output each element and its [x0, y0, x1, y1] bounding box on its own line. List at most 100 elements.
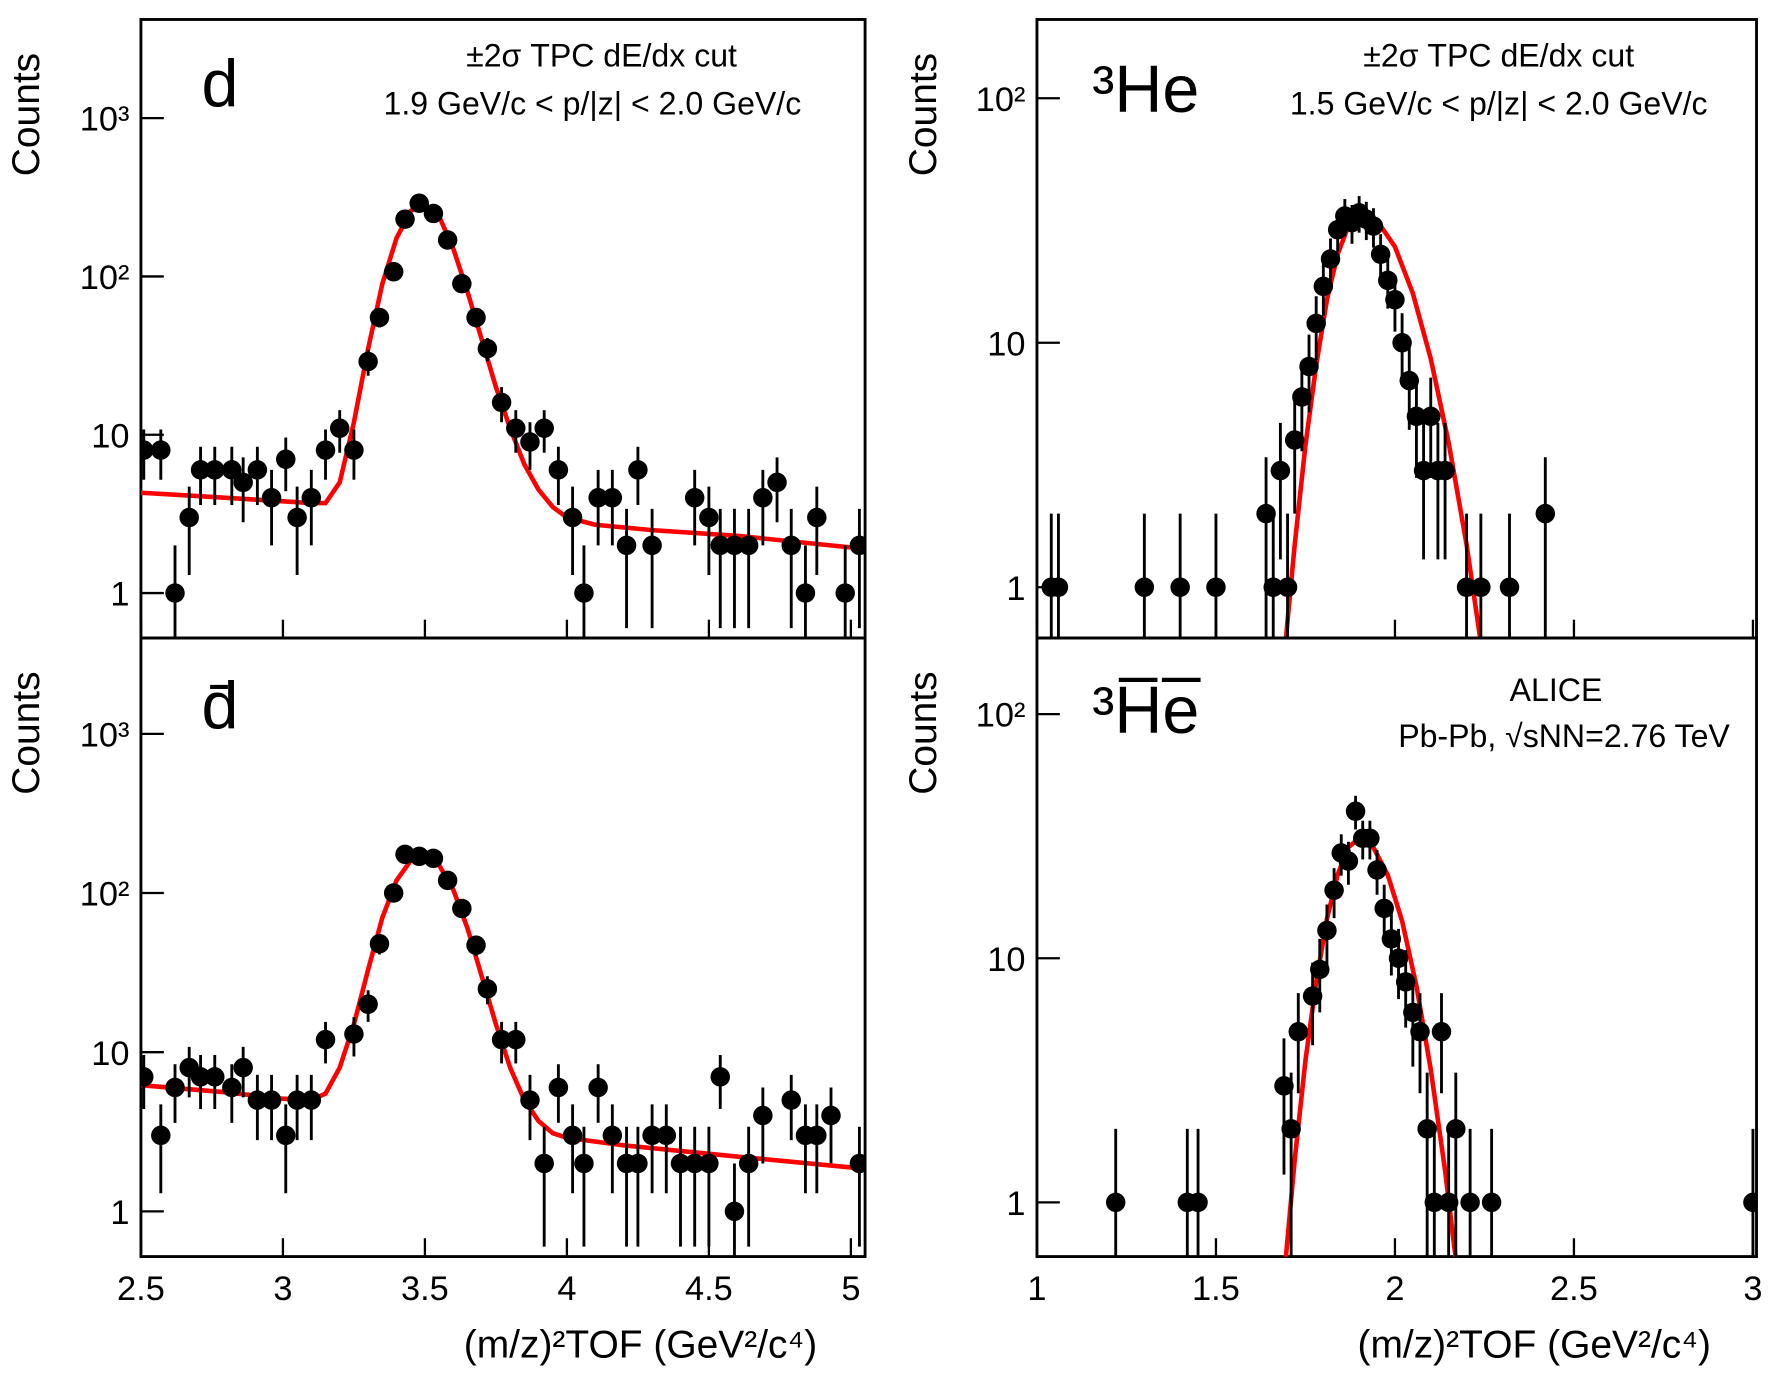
- data-point: [165, 583, 185, 603]
- data-point: [1284, 430, 1305, 450]
- x-tick-label: 3: [273, 1270, 292, 1308]
- data-point: [1385, 289, 1405, 310]
- data-point: [710, 535, 730, 556]
- data-point: [329, 418, 350, 438]
- y-tick-label: 1: [110, 576, 129, 614]
- x-tick-label: 2.5: [117, 1270, 165, 1308]
- data-point: [710, 1067, 730, 1087]
- data-point: [344, 1024, 364, 1044]
- data-point: [628, 460, 648, 480]
- data-point: [477, 979, 498, 999]
- y-axis-label: Counts: [5, 671, 48, 794]
- annotation: ALICE: [1510, 672, 1603, 708]
- data-point: [151, 1125, 171, 1146]
- data-point: [1299, 356, 1319, 377]
- data-point: [684, 488, 705, 508]
- x-tick-label: 3.5: [401, 1270, 449, 1308]
- data-point: [1324, 880, 1344, 900]
- x-tick-label: 5: [841, 1270, 860, 1308]
- data-point: [301, 1090, 322, 1110]
- data-point: [1206, 577, 1226, 597]
- data-point: [795, 583, 816, 603]
- data-point: [287, 507, 307, 528]
- data-point: [315, 440, 336, 460]
- y-tick-label: 10²: [80, 259, 130, 297]
- data-point: [1134, 577, 1155, 597]
- data-point: [724, 535, 745, 556]
- plot-area: [140, 844, 866, 1257]
- data-point: [1306, 313, 1326, 334]
- data-point: [684, 1153, 705, 1174]
- data-point: [466, 935, 486, 955]
- data-point: [588, 488, 608, 508]
- annotation: 1.5 GeV/c < p/|z| < 2.0 GeV/c: [1290, 86, 1708, 122]
- data-point: [1431, 1022, 1452, 1042]
- x-axis-label: (m/z)²TOF (GeV²/c⁴): [464, 1323, 817, 1366]
- data-point: [222, 1077, 242, 1098]
- y-tick-label: 10: [91, 1035, 129, 1073]
- data-point: [1392, 333, 1412, 353]
- data-point: [724, 1201, 745, 1222]
- data-point: [1406, 406, 1427, 427]
- data-point: [670, 1153, 691, 1174]
- data-point: [1460, 1192, 1480, 1213]
- data-point: [1471, 577, 1491, 597]
- data-point: [1170, 577, 1190, 597]
- data-point: [738, 535, 759, 556]
- panel-label: d: [202, 48, 239, 122]
- x-tick-label: 1.5: [1192, 1270, 1240, 1308]
- data-point: [642, 1125, 662, 1146]
- x-tick-label: 4: [557, 1270, 576, 1308]
- data-point: [588, 1077, 608, 1098]
- data-point: [395, 209, 415, 229]
- data-point: [1456, 577, 1477, 597]
- data-point: [247, 460, 268, 480]
- y-tick-label: 10²: [80, 876, 130, 914]
- plot-frame: [139, 636, 867, 1258]
- data-point: [562, 507, 583, 528]
- data-point: [1424, 1192, 1445, 1213]
- panel: 1 10 10² 10³ d ±2σ TPC dE/dx cut 1.9 GeV/c < p…: [5, 18, 867, 640]
- data-point: [1388, 948, 1409, 969]
- data-point: [344, 440, 364, 460]
- panel: 1 10 10² 10³ 2.5 3 3.5 4 4.5 5 d̄ Counts (m/z)²TOF (…: [5, 636, 867, 1366]
- data-point: [1381, 929, 1402, 949]
- data-point: [1345, 801, 1366, 822]
- data-point: [1320, 249, 1341, 269]
- plot-frame: [1035, 636, 1758, 1258]
- data-point: [383, 883, 404, 903]
- data-point: [562, 1125, 583, 1146]
- x-tick-label: 2.5: [1550, 1270, 1598, 1308]
- y-tick-label: 10: [987, 941, 1025, 979]
- data-point: [849, 1153, 866, 1174]
- y-tick-label: 1: [1006, 570, 1025, 608]
- data-point: [574, 583, 594, 603]
- data-point: [1281, 1119, 1301, 1139]
- data-point: [781, 535, 801, 556]
- data-point: [1310, 959, 1330, 980]
- data-point: [642, 535, 662, 556]
- data-point: [466, 307, 486, 328]
- data-point: [301, 488, 322, 508]
- data-point: [1188, 1192, 1208, 1213]
- data-point: [1270, 460, 1291, 481]
- data-point: [477, 338, 498, 359]
- data-point: [179, 507, 199, 528]
- data-point: [628, 1153, 648, 1174]
- data-point: [233, 472, 253, 493]
- data-point: [276, 1125, 296, 1146]
- data-point: [437, 230, 458, 250]
- data-point: [1421, 406, 1441, 427]
- data-point: [409, 193, 429, 213]
- data-point: [1105, 1192, 1126, 1213]
- data-point: [140, 1067, 154, 1087]
- data-point: [452, 273, 472, 294]
- data-point: [205, 1067, 225, 1087]
- data-point: [767, 472, 787, 493]
- data-point: [261, 1090, 282, 1110]
- data-point: [261, 488, 282, 508]
- data-point: [1743, 1192, 1757, 1213]
- data-point: [491, 1029, 512, 1050]
